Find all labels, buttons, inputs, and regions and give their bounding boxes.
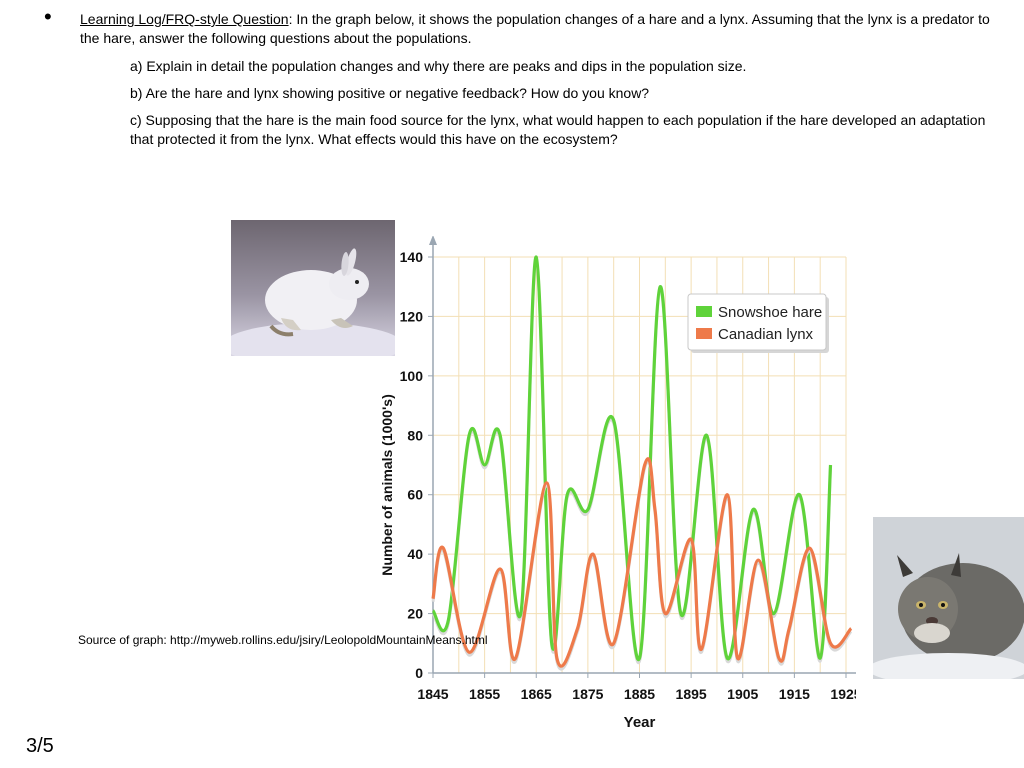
x-tick-label: 1885	[624, 686, 655, 702]
y-axis-arrow-icon	[429, 236, 437, 245]
x-axis-label: Year	[624, 714, 656, 731]
question-label: Learning Log/FRQ-style Question	[80, 11, 289, 27]
bullet-point: •	[44, 4, 52, 29]
page-number: 3/5	[26, 735, 54, 757]
x-tick-label: 1855	[469, 686, 500, 702]
series-line-snowshoe-hare	[431, 255, 833, 662]
y-axis-label: Number of animals (1000's)	[379, 394, 395, 576]
question-part-a: a) Explain in detail the population chan…	[130, 58, 747, 74]
question-part-b: b) Are the hare and lynx showing positiv…	[130, 85, 650, 101]
y-tick-label: 80	[407, 427, 423, 443]
x-tick-label: 1865	[521, 686, 552, 702]
legend-swatch-canadian-lynx	[696, 328, 712, 339]
question-intro-text: : In the graph below, it shows the popul…	[80, 11, 990, 46]
legend-label-snowshoe-hare: Snowshoe hare	[718, 304, 822, 321]
question-intro: Learning Log/FRQ-style Question: In the …	[80, 10, 1000, 48]
y-tick-label: 120	[400, 308, 424, 324]
snowshoe-hare-photo	[231, 220, 395, 356]
y-tick-label: 60	[407, 487, 423, 503]
x-tick-label: 1875	[572, 686, 603, 702]
y-tick-label: 20	[407, 606, 423, 622]
legend-box	[687, 293, 827, 351]
graph-source: Source of graph: http://myweb.rollins.ed…	[78, 633, 488, 647]
x-tick-label: 1905	[727, 686, 758, 702]
y-tick-label: 140	[400, 249, 424, 265]
canadian-lynx-photo	[873, 517, 1024, 679]
series-line-canadian-lynx	[431, 457, 853, 668]
x-tick-label: 1845	[417, 686, 448, 702]
question-part-c: c) Supposing that the hare is the main f…	[130, 112, 986, 147]
population-chart: 0 20 40 60 80 100 120 140 1845 1855 1865 1875 1885 18…	[379, 236, 856, 731]
x-tick-label: 1915	[779, 686, 810, 702]
y-tick-label: 40	[407, 546, 423, 562]
y-tick-label: 0	[415, 665, 423, 681]
x-tick-label: 1895	[676, 686, 707, 702]
y-tick-label: 100	[400, 368, 424, 384]
legend-swatch-snowshoe-hare	[696, 306, 712, 317]
legend-label-canadian-lynx: Canadian lynx	[718, 326, 814, 343]
x-tick-label: 1925	[830, 686, 856, 702]
